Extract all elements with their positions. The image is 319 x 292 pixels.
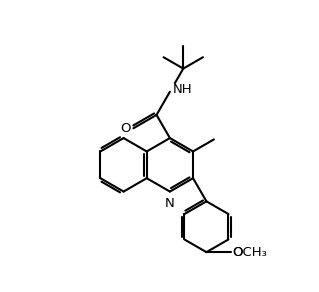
Text: O: O [120, 122, 130, 135]
Text: N: N [165, 197, 175, 210]
Text: NH: NH [173, 83, 192, 96]
Text: O: O [233, 246, 243, 259]
Text: OCH₃: OCH₃ [233, 246, 267, 259]
